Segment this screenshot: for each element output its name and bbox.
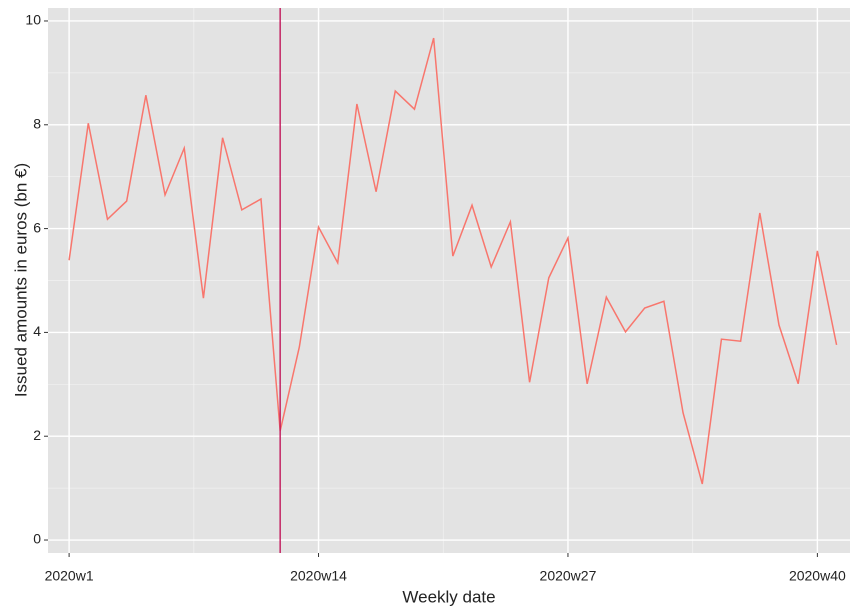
y-tick-label: 0 — [33, 531, 41, 547]
x-tick-label: 2020w1 — [45, 568, 94, 584]
x-axis-title: Weekly date — [402, 587, 495, 606]
x-tick-label: 2020w14 — [290, 568, 347, 584]
x-tick-label: 2020w40 — [789, 568, 846, 584]
y-tick-label: 6 — [33, 219, 41, 235]
data-line — [68, 37, 838, 485]
y-tick-label: 4 — [33, 323, 41, 339]
y-tick-label: 8 — [33, 115, 41, 131]
y-axis-title: Issued amounts in euros (bn €) — [11, 163, 30, 397]
y-tick-label: 10 — [25, 12, 41, 28]
y-tick-label: 2 — [33, 427, 41, 443]
x-tick-label: 2020w27 — [540, 568, 597, 584]
